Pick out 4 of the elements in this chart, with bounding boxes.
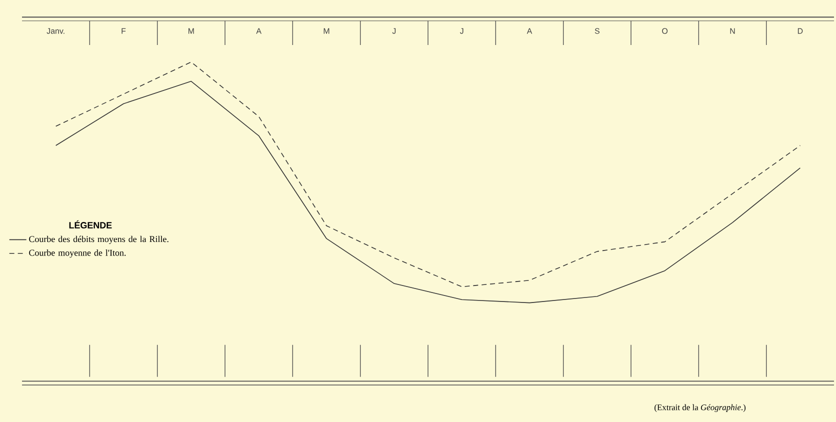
legend-label: Courbe des débits moyens de la Rille. [29, 236, 168, 244]
legend-title: LÉGENDE [69, 220, 112, 228]
text: (Extrait de la Géographie.) [654, 404, 746, 412]
legend-label: Courbe moyenne de l'Iton. [29, 250, 126, 258]
